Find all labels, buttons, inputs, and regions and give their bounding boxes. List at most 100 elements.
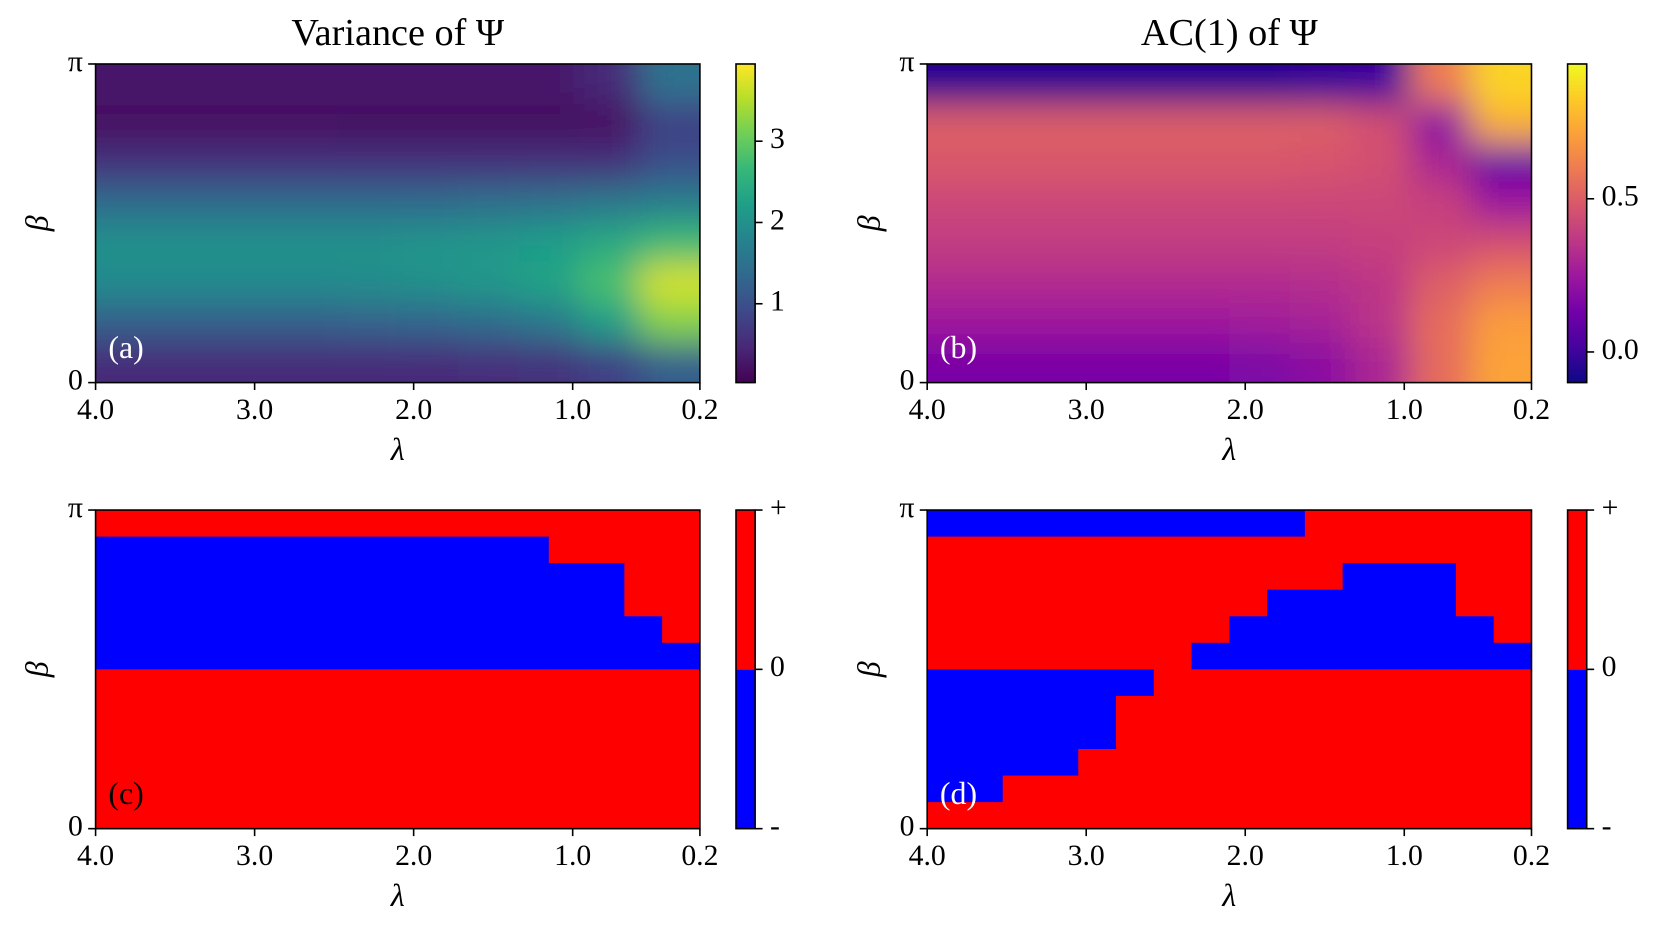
heat-cell [1048,103,1110,145]
heat-cell [1040,802,1079,829]
heat-cell [1267,536,1306,564]
heat-cell [1191,695,1230,724]
heat-cell [1342,695,1382,724]
heat-cell [1229,616,1268,644]
heat-cell [1418,802,1457,829]
heat-cell [1350,63,1412,105]
heat-cell [322,642,361,670]
heat-cell [987,63,1049,105]
heat-cell [359,775,399,803]
heat-cell [639,342,700,383]
heat-cell [511,669,550,697]
x-tick-label: 4.0 [909,394,946,426]
heat-cell [435,775,474,803]
heat-cell [473,642,512,670]
heat-cell [171,722,210,750]
colorbar-segment [736,669,756,829]
plot-frame [94,63,701,384]
heat-cell [1304,536,1344,564]
heat-cell [1350,183,1412,224]
heat-cell [473,510,512,538]
colorbar-tick-label: 1 [770,286,785,318]
heat-cell [1304,775,1344,803]
heat-cell [397,749,437,777]
heat-cell [276,143,338,185]
y-tick-label: 0 [900,810,915,842]
heat-cell [1229,510,1268,538]
heat-cell [1289,263,1351,304]
heat-cell [1493,563,1532,591]
heat-cell [95,536,134,564]
heat-cell [1289,302,1351,344]
x-tick-label: 3.0 [1068,840,1105,872]
heat-cell [548,775,588,803]
heat-cell [1168,63,1230,105]
heat-cell [511,642,550,670]
heat-cell [156,143,218,185]
heat-cell [1455,775,1495,803]
heat-cell [1153,589,1193,617]
heat-cell [1350,143,1412,185]
heat-cell [511,722,550,750]
heat-cell [548,563,588,591]
heat-cell [473,749,512,777]
heat-cell [1471,183,1532,224]
heat-cell [284,616,323,644]
heat-cell [1410,302,1472,344]
heat-cell [1040,722,1079,750]
heat-cell [639,183,700,224]
plot-frame [94,509,701,830]
heat-cell [397,183,459,224]
heat-cell [586,510,625,538]
colorbar-tick-label: - [1602,810,1612,842]
heat-cell [1493,510,1532,538]
heat-cell [133,775,172,803]
y-tick-label: π [899,46,914,78]
heat-cell [95,302,157,344]
heat-cell [1304,563,1344,591]
heat-cell [1116,722,1155,750]
heatmap [95,510,700,829]
heat-cell [624,589,663,617]
heat-cell [397,616,437,644]
heat-cell [1116,510,1155,538]
heat-cell [216,342,278,383]
heat-cell [171,695,210,724]
x-tick-label: 1.0 [554,840,591,872]
heat-cell [1116,563,1155,591]
plot-frame [926,63,1533,384]
heat-cell [359,589,399,617]
heat-cell [624,510,663,538]
heat-cell [246,669,286,697]
heat-cell [586,563,625,591]
heat-cell [1040,563,1079,591]
heat-cell [1289,103,1351,145]
heat-cell [1002,563,1042,591]
heat-cell [276,103,338,145]
heat-cell [133,642,172,670]
heat-cell [964,563,1004,591]
heat-cell [322,695,361,724]
heat-cell [964,722,1004,750]
heat-cell [246,749,286,777]
heat-cell [662,510,700,538]
y-axis-label: β [851,215,886,232]
heat-cell [1116,536,1155,564]
heat-cell [208,695,248,724]
heat-cell [473,669,512,697]
heat-cell [1078,669,1117,697]
heat-cell [579,342,641,383]
heat-cell [579,63,641,105]
heat-cell [586,775,625,803]
colorbar-tick-label: + [770,492,787,524]
heat-cell [95,802,134,829]
heat-cell [156,103,218,145]
heat-cell [927,775,966,803]
heat-cell [322,722,361,750]
heat-cell [1410,342,1472,383]
heat-cell [1380,695,1419,724]
heat-cell [1229,302,1291,344]
heat-cell [927,183,989,224]
heat-cell [284,536,323,564]
heat-cell [1455,616,1495,644]
